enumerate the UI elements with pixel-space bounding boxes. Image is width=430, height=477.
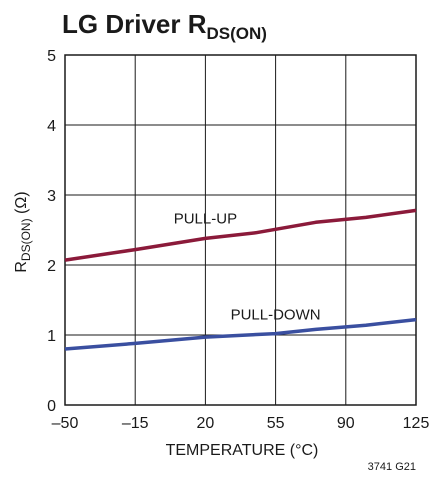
y-tick-label: 0 (47, 398, 56, 415)
x-tick-label: 20 (197, 415, 215, 432)
y-tick-label: 1 (47, 328, 56, 345)
x-tick-label: 90 (337, 415, 355, 432)
figure-id: 3741 G21 (368, 461, 416, 473)
y-tick-label: 3 (47, 188, 56, 205)
series-label-pull-up: PULL-UP (174, 210, 237, 227)
y-axis-label-unit: (Ω) (13, 191, 30, 218)
y-tick-label: 2 (47, 258, 56, 275)
chart-title-main: LG Driver R (62, 9, 207, 39)
series-label-pull-down: PULL-DOWN (231, 307, 321, 324)
x-axis-label: TEMPERATURE (°C) (166, 442, 319, 459)
series-line-pull-up (64, 208, 417, 262)
y-axis-label-main: R (13, 261, 30, 273)
x-tick-label: –50 (52, 415, 79, 432)
y-tick-label: 4 (47, 118, 56, 135)
plot-frame (64, 54, 417, 406)
x-tick-label: –15 (122, 415, 149, 432)
y-axis-label: RDS(ON) (Ω) (13, 191, 33, 272)
gridlines (65, 55, 416, 405)
series-group (64, 208, 417, 351)
chart-title: LG Driver RDS(ON) (62, 9, 267, 43)
y-tick-label: 5 (47, 48, 56, 65)
x-tick-label: 55 (267, 415, 285, 432)
y-tick-labels: 0 1 2 3 4 5 (47, 48, 56, 415)
x-tick-label: 125 (403, 415, 430, 432)
chart-title-subscript: DS(ON) (207, 24, 267, 43)
series-line-pull-down (64, 317, 417, 351)
y-axis-label-sub: DS(ON) (19, 218, 33, 261)
x-tick-labels: –50 –15 20 55 90 125 (52, 415, 430, 432)
series-labels: PULL-UP PULL-DOWN (174, 210, 321, 323)
